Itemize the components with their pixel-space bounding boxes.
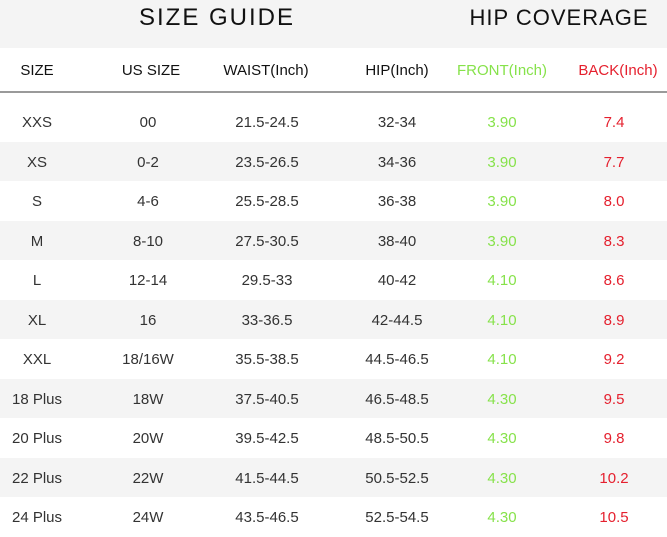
header-front: FRONT(Inch) xyxy=(457,62,547,79)
cell-hip: 34-36 xyxy=(377,153,417,171)
cell-back: 9.8 xyxy=(603,430,625,447)
cell-size: 22 Plus xyxy=(11,469,63,487)
cell-us-size: 20W xyxy=(132,430,164,447)
table-row: 20 Plus 20W 39.5-42.5 48.5-50.5 4.30 9.8 xyxy=(0,418,667,458)
header-hip: HIP(Inch) xyxy=(365,62,429,79)
cell-size: 24 Plus xyxy=(11,509,63,526)
cell-back: 8.3 xyxy=(603,232,625,250)
cell-hip: 48.5-50.5 xyxy=(365,430,429,447)
cell-us-size: 12-14 xyxy=(128,272,168,289)
cell-front: 4.10 xyxy=(487,311,517,329)
hip-coverage-title: HIP COVERAGE xyxy=(469,5,649,30)
cell-front: 3.90 xyxy=(487,193,517,210)
cell-hip: 52.5-54.5 xyxy=(365,509,429,526)
table-row: XXL 18/16W 35.5-38.5 44.5-46.5 4.10 9.2 xyxy=(0,339,667,379)
cell-front: 4.30 xyxy=(487,390,517,408)
table-row: XXS 00 21.5-24.5 32-34 3.90 7.4 xyxy=(0,102,667,142)
cell-us-size: 8-10 xyxy=(132,232,164,250)
cell-waist: 37.5-40.5 xyxy=(235,390,299,408)
cell-waist: 39.5-42.5 xyxy=(235,430,299,447)
cell-hip: 36-38 xyxy=(377,193,417,210)
cell-hip: 46.5-48.5 xyxy=(365,390,429,408)
header-divider xyxy=(0,91,667,93)
table-row: 22 Plus 22W 41.5-44.5 50.5-52.5 4.30 10.2 xyxy=(0,457,667,497)
header-back: BACK(Inch) xyxy=(578,62,658,79)
header-size: SIZE xyxy=(20,62,54,79)
cell-front: 4.10 xyxy=(487,351,517,368)
cell-back: 8.9 xyxy=(603,311,625,329)
table-row: 24 Plus 24W 43.5-46.5 52.5-54.5 4.30 10.5 xyxy=(0,497,667,537)
cell-us-size: 18/16W xyxy=(122,351,174,368)
cell-waist: 29.5-33 xyxy=(241,272,293,289)
cell-hip: 50.5-52.5 xyxy=(365,469,429,487)
cell-size: 18 Plus xyxy=(11,390,63,408)
cell-back: 9.2 xyxy=(603,351,625,368)
cell-size: 20 Plus xyxy=(11,430,63,447)
cell-size: M xyxy=(30,232,44,250)
cell-waist: 23.5-26.5 xyxy=(235,153,299,171)
cell-size: S xyxy=(31,193,43,210)
cell-hip: 42-44.5 xyxy=(371,311,423,329)
cell-hip: 32-34 xyxy=(377,114,417,131)
cell-back: 10.5 xyxy=(599,509,629,526)
cell-front: 3.90 xyxy=(487,114,517,131)
cell-size: XXS xyxy=(21,114,53,131)
table-row: XS 0-2 23.5-26.5 34-36 3.90 7.7 xyxy=(0,141,667,181)
cell-back: 7.7 xyxy=(603,153,625,171)
cell-us-size: 18W xyxy=(132,390,164,408)
cell-back: 8.0 xyxy=(603,193,625,210)
cell-waist: 41.5-44.5 xyxy=(235,469,299,487)
cell-front: 4.30 xyxy=(487,509,517,526)
header-waist: WAIST(Inch) xyxy=(223,62,309,79)
cell-hip: 40-42 xyxy=(377,272,417,289)
cell-waist: 25.5-28.5 xyxy=(235,193,299,210)
table-row: XL 16 33-36.5 42-44.5 4.10 8.9 xyxy=(0,299,667,339)
cell-back: 10.2 xyxy=(599,469,629,487)
cell-size: XS xyxy=(26,153,48,171)
table-row: L 12-14 29.5-33 40-42 4.10 8.6 xyxy=(0,260,667,300)
cell-waist: 33-36.5 xyxy=(241,311,293,329)
cell-front: 4.30 xyxy=(487,430,517,447)
cell-hip: 44.5-46.5 xyxy=(365,351,429,368)
cell-us-size: 22W xyxy=(132,469,164,487)
cell-waist: 27.5-30.5 xyxy=(235,232,299,250)
cell-us-size: 24W xyxy=(132,509,164,526)
cell-hip: 38-40 xyxy=(377,232,417,250)
cell-front: 3.90 xyxy=(487,153,517,171)
cell-front: 3.90 xyxy=(487,232,517,250)
cell-us-size: 0-2 xyxy=(137,153,159,171)
cell-us-size: 4-6 xyxy=(137,193,159,210)
cell-size: XL xyxy=(27,311,47,329)
cell-back: 8.6 xyxy=(603,272,625,289)
cell-waist: 35.5-38.5 xyxy=(235,351,299,368)
cell-back: 7.4 xyxy=(603,114,625,131)
table-row: M 8-10 27.5-30.5 38-40 3.90 8.3 xyxy=(0,220,667,260)
cell-us-size: 16 xyxy=(139,311,157,329)
cell-waist: 43.5-46.5 xyxy=(235,509,299,526)
title-band xyxy=(0,0,667,48)
cell-front: 4.10 xyxy=(487,272,517,289)
cell-back: 9.5 xyxy=(603,390,625,408)
cell-us-size: 00 xyxy=(139,114,157,131)
cell-waist: 21.5-24.5 xyxy=(235,114,299,131)
table-header: SIZE US SIZE WAIST(Inch) HIP(Inch) FRONT… xyxy=(0,0,667,92)
cell-size: L xyxy=(32,272,42,289)
table-row: S 4-6 25.5-28.5 36-38 3.90 8.0 xyxy=(0,181,667,221)
cell-size: XXL xyxy=(22,351,52,368)
header-us-size: US SIZE xyxy=(121,62,181,79)
size-guide-title: SIZE GUIDE xyxy=(138,4,296,31)
cell-front: 4.30 xyxy=(487,469,517,487)
table-row: 18 Plus 18W 37.5-40.5 46.5-48.5 4.30 9.5 xyxy=(0,378,667,418)
